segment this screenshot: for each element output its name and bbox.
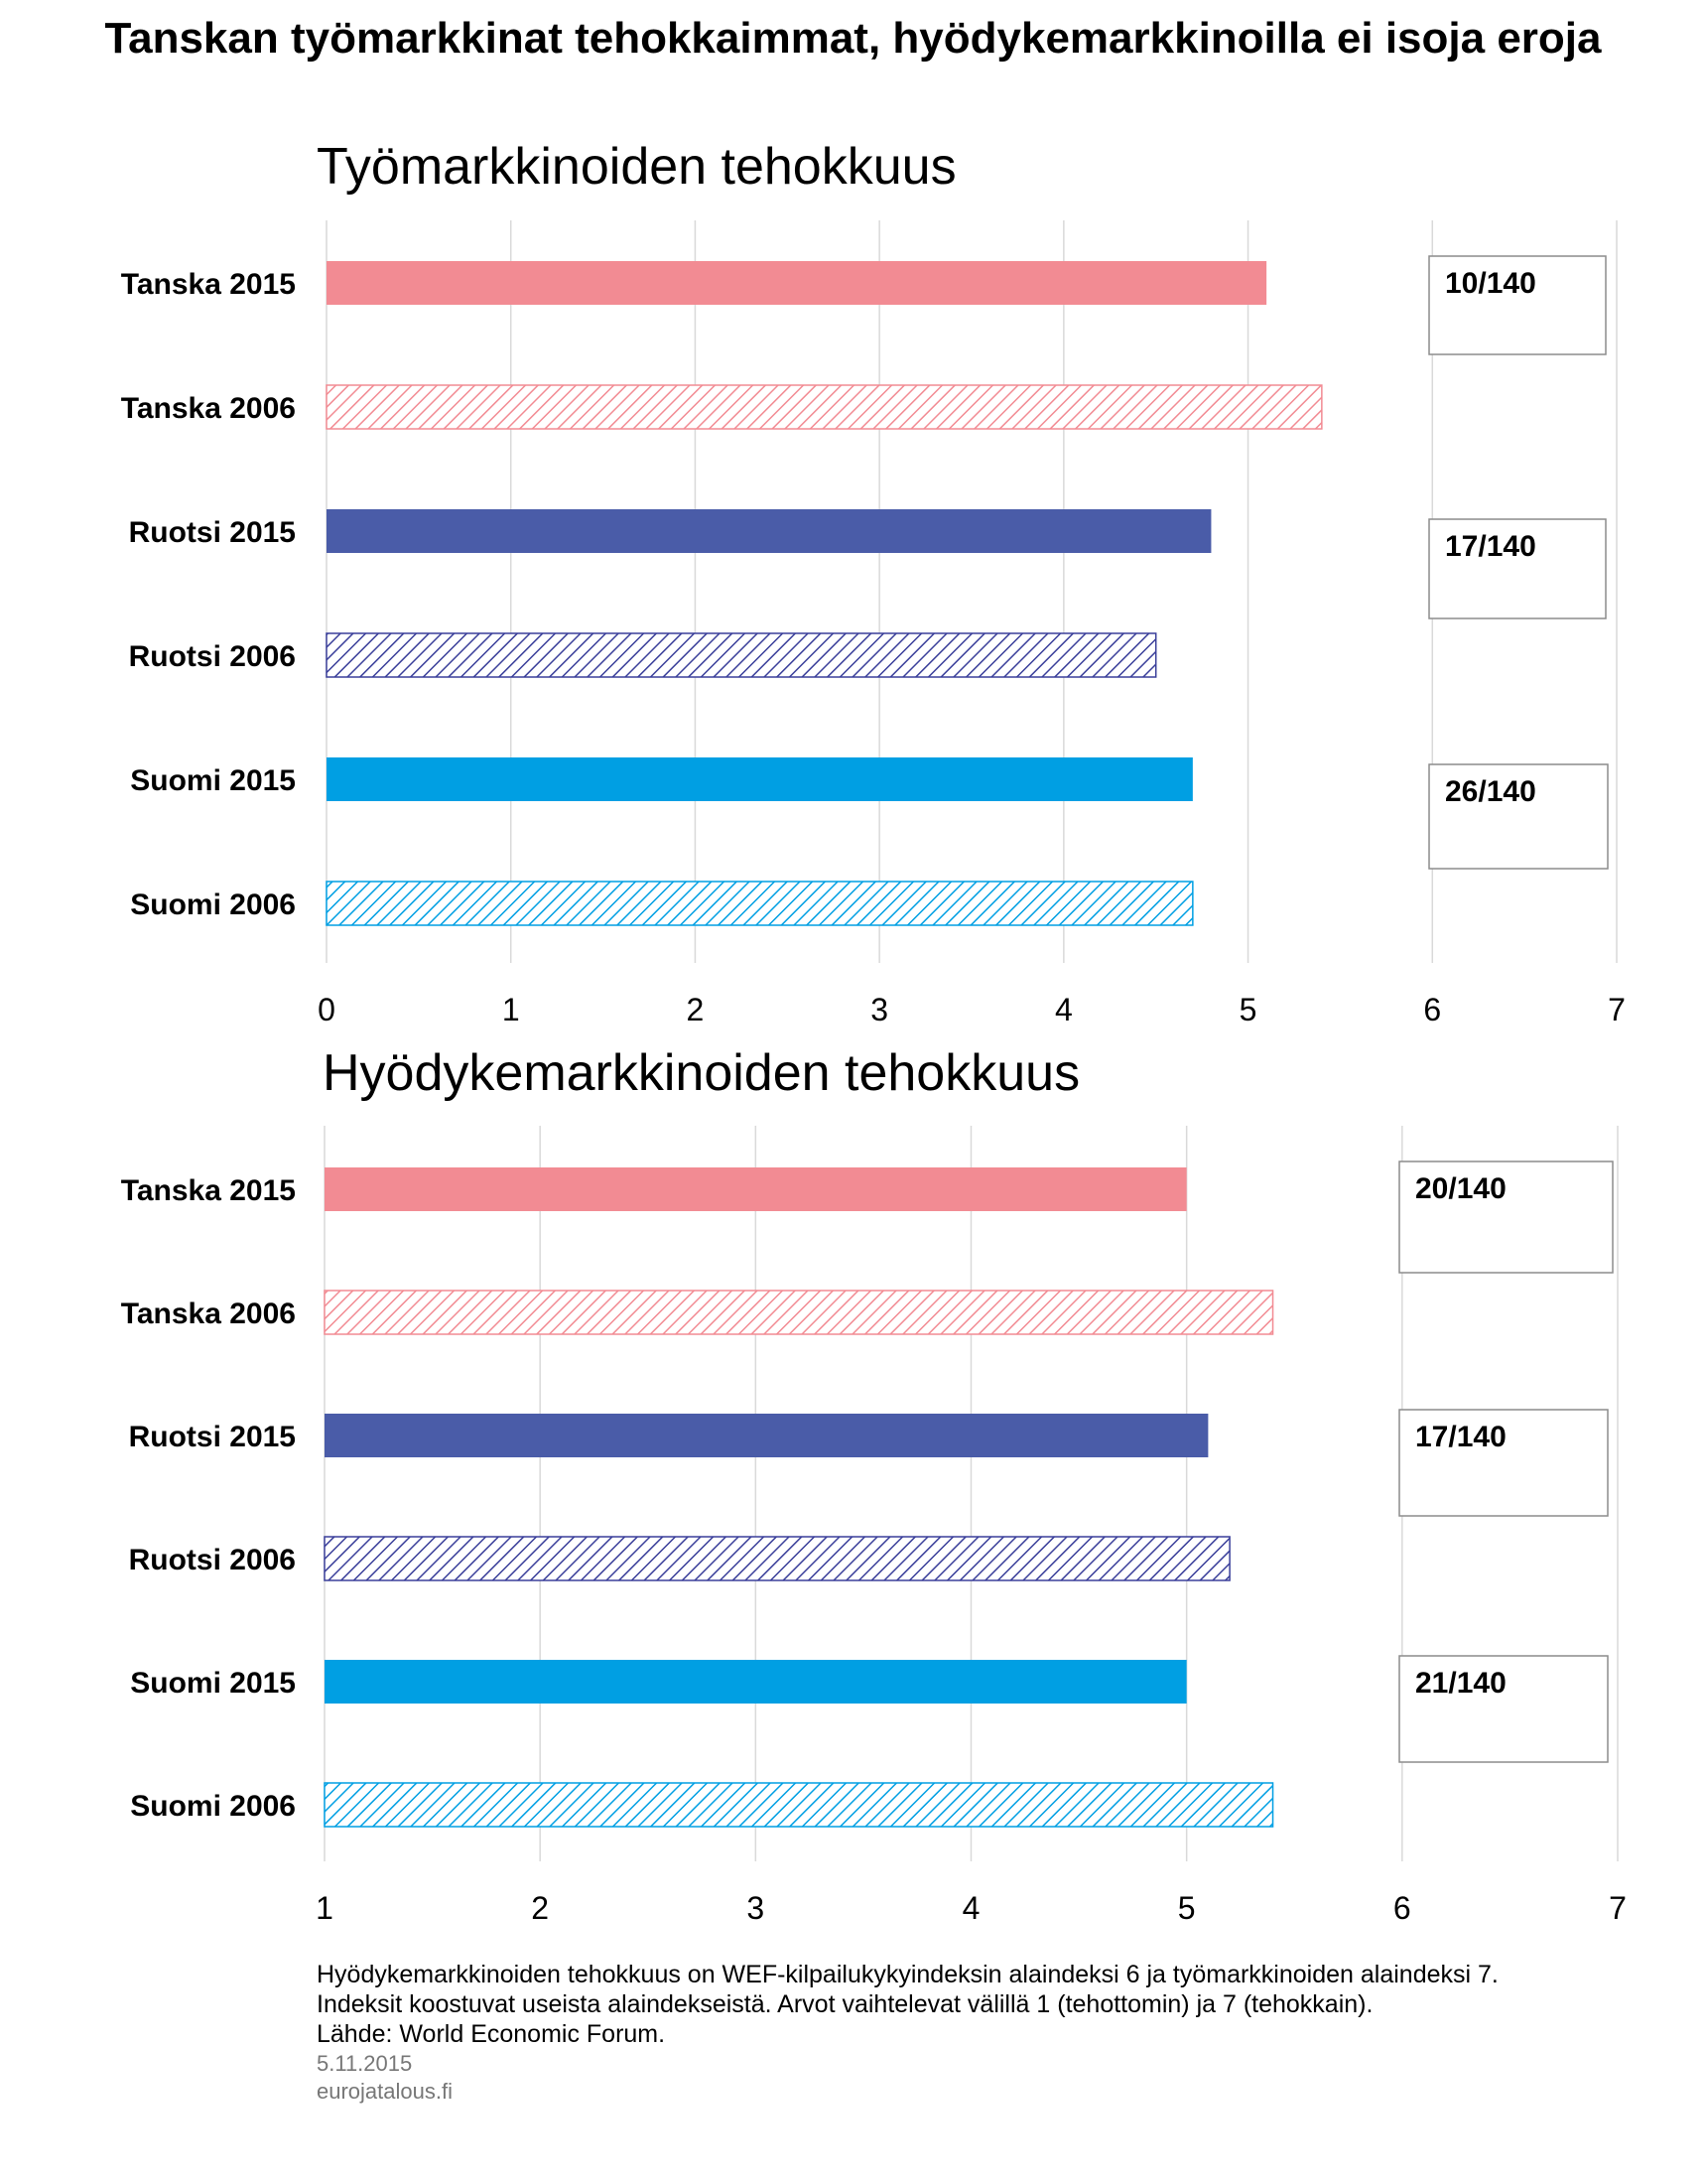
bar [326, 384, 1323, 430]
labor-market-chart: Työmarkkinoiden tehokkuus 0 1 2 3 4 5 6 7 Tanska … [121, 138, 1626, 1027]
chart-title: Työmarkkinoiden tehokkuus [317, 138, 957, 196]
rank-label: 20/140 [1415, 1172, 1507, 1205]
site-name: eurojatalous.fi [317, 2079, 453, 2104]
x-tick-label: 1 [502, 992, 520, 1027]
category-label: Ruotsi 2006 [129, 640, 296, 673]
x-tick-label: 5 [1240, 992, 1257, 1027]
x-tick-label: 5 [1178, 1890, 1196, 1926]
bar [324, 1290, 1274, 1335]
category-label: Suomi 2015 [130, 764, 296, 797]
rank-label: 21/140 [1415, 1667, 1507, 1700]
x-tick-label: 7 [1609, 1890, 1627, 1926]
category-label: Tanska 2015 [121, 1174, 296, 1207]
product-market-chart: Hyödykemarkkinoiden tehokkuus 1 2 3 4 5 6 7 Tans… [121, 1044, 1627, 1926]
rank-box [1398, 1655, 1609, 1763]
bar [327, 757, 1193, 801]
x-tick-label: 3 [746, 1890, 764, 1926]
category-label: Tanska 2015 [121, 268, 296, 301]
x-tick-label: 0 [318, 992, 335, 1027]
bar [326, 881, 1194, 926]
x-tick-label: 4 [1055, 992, 1073, 1027]
category-label: Tanska 2006 [121, 1297, 296, 1330]
rank-box [1428, 763, 1609, 870]
x-tick-label: 6 [1393, 1890, 1411, 1926]
source-note: Lähde: World Economic Forum. [317, 2020, 666, 2048]
category-label: Ruotsi 2015 [129, 1421, 296, 1453]
publish-date: 5.11.2015 [317, 2051, 413, 2076]
x-tick-label: 7 [1608, 992, 1626, 1027]
bar [325, 1414, 1209, 1457]
x-tick-label: 1 [316, 1890, 333, 1926]
bar [326, 632, 1157, 678]
category-label: Suomi 2006 [130, 1790, 296, 1823]
bar [324, 1782, 1274, 1828]
x-tick-label: 4 [963, 1890, 981, 1926]
rank-box [1398, 1160, 1614, 1274]
x-tick-label: 2 [531, 1890, 549, 1926]
rank-label: 17/140 [1445, 530, 1536, 563]
bar [327, 509, 1212, 553]
footnote-line-2: Indeksit koostuvat useista alaindekseist… [317, 1990, 1374, 2018]
rank-label: 10/140 [1445, 267, 1536, 300]
bar [327, 261, 1267, 305]
category-label: Tanska 2006 [121, 392, 296, 425]
rank-label: 26/140 [1445, 775, 1536, 808]
x-tick-label: 2 [687, 992, 705, 1027]
rank-box [1398, 1409, 1609, 1517]
category-label: Ruotsi 2015 [129, 516, 296, 549]
bar [324, 1536, 1231, 1581]
rank-label: 17/140 [1415, 1421, 1507, 1453]
rank-box [1428, 518, 1607, 619]
category-label: Ruotsi 2006 [129, 1544, 296, 1576]
page-title: Tanskan työmarkkinat tehokkaimmat, hyödy… [104, 14, 1602, 63]
x-tick-label: 3 [870, 992, 888, 1027]
footnote-line-1: Hyödykemarkkinoiden tehokkuus on WEF-kil… [317, 1961, 1499, 1988]
chart-title: Hyödykemarkkinoiden tehokkuus [323, 1044, 1080, 1102]
category-label: Suomi 2006 [130, 888, 296, 921]
bar [325, 1167, 1187, 1211]
bar [325, 1660, 1187, 1704]
x-tick-label: 6 [1423, 992, 1441, 1027]
rank-box [1428, 255, 1607, 355]
category-label: Suomi 2015 [130, 1667, 296, 1700]
